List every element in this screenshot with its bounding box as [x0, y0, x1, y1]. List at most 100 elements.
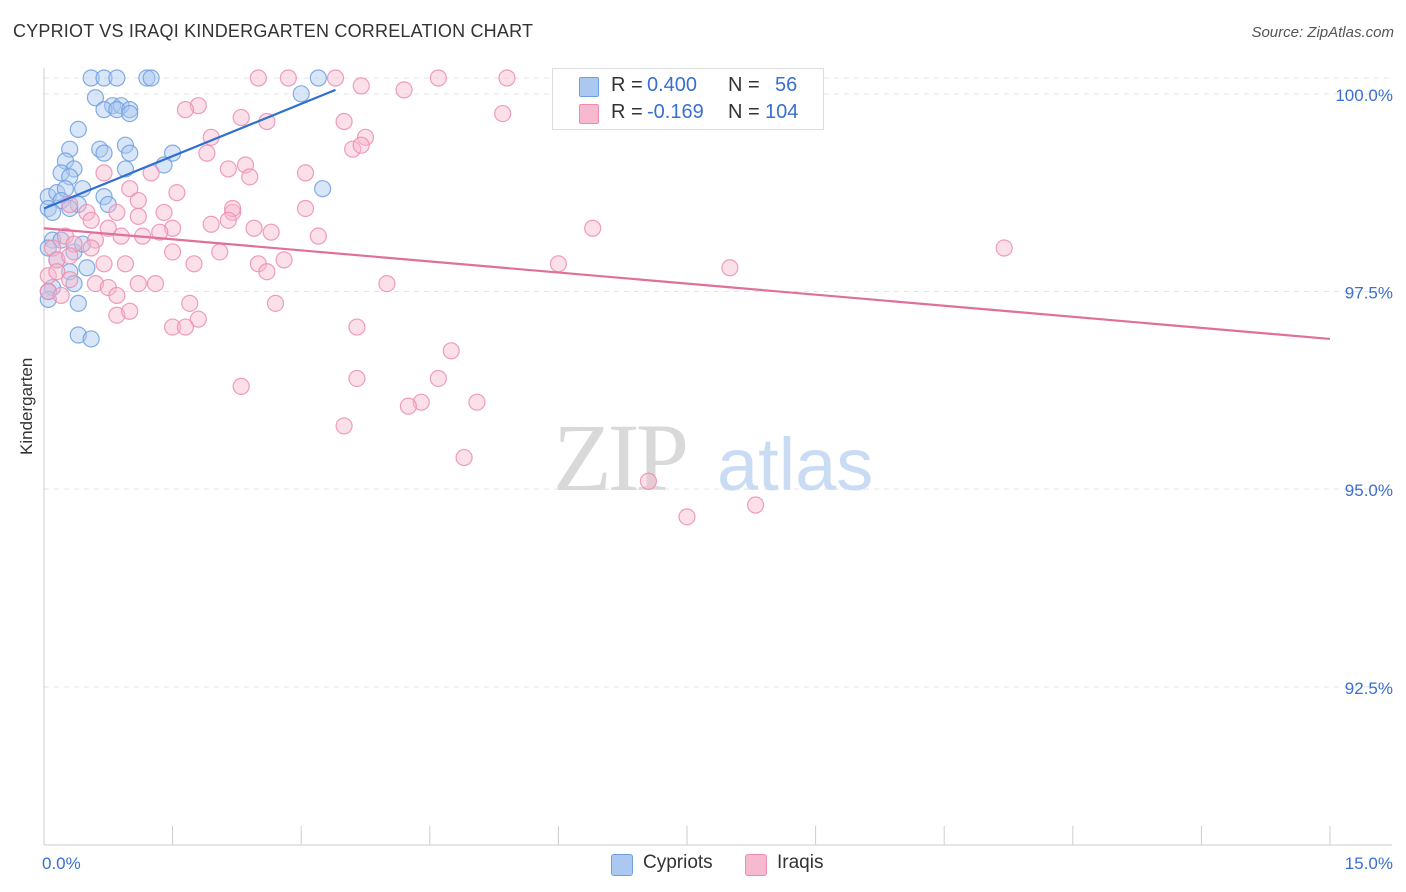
point-cypriots-38 — [61, 199, 79, 218]
point-iraqis-19 — [219, 160, 237, 178]
legend-r-label: R = — [611, 101, 643, 123]
point-iraqis-67 — [48, 263, 66, 281]
point-iraqis-62 — [258, 263, 276, 281]
bottom-legend-swatch-cypriots — [611, 854, 633, 876]
point-cypriots-27 — [39, 188, 57, 206]
point-iraqis-33 — [108, 203, 126, 222]
source-label: Source: ZipAtlas.com — [1251, 24, 1394, 41]
point-iraqis-84 — [348, 318, 366, 336]
point-iraqis-95 — [746, 496, 765, 514]
point-iraqis-41 — [584, 219, 602, 237]
point-iraqis-39 — [202, 215, 220, 233]
legend-n-label: N = — [728, 101, 760, 123]
point-iraqis-81 — [189, 310, 207, 328]
watermark-zip: ZIP — [553, 404, 686, 511]
point-cypriots-50 — [69, 294, 87, 312]
point-cypriots-31 — [95, 188, 113, 206]
point-iraqis-54 — [211, 243, 229, 261]
point-cypriots-4 — [142, 69, 160, 87]
point-iraqis-72 — [146, 274, 165, 293]
point-iraqis-60 — [185, 255, 203, 273]
point-cypriots-3 — [138, 69, 156, 87]
point-cypriots-52 — [69, 326, 87, 344]
point-cypriots-22 — [65, 160, 83, 178]
point-iraqis-64 — [549, 255, 568, 273]
point-cypriots-11 — [121, 101, 139, 119]
y-tick-label-0: 100.0% — [1335, 86, 1393, 105]
point-iraqis-36 — [82, 211, 100, 229]
point-iraqis-74 — [39, 282, 57, 301]
point-iraqis-2 — [326, 69, 345, 87]
point-iraqis-21 — [241, 168, 259, 186]
point-iraqis-58 — [95, 255, 113, 273]
point-iraqis-38 — [164, 219, 182, 237]
point-iraqis-55 — [995, 239, 1013, 257]
point-cypriots-21 — [121, 144, 139, 162]
point-cypriots-53 — [82, 330, 100, 348]
point-cypriots-9 — [95, 101, 113, 119]
point-iraqis-80 — [121, 302, 139, 320]
bottom-legend-label-iraqis: Iraqis — [777, 852, 824, 873]
point-iraqis-96 — [678, 508, 696, 526]
point-iraqis-59 — [116, 255, 135, 273]
y-tick-label-1: 97.5% — [1345, 283, 1393, 302]
point-cypriots-1 — [95, 69, 113, 87]
point-iraqis-9 — [176, 101, 195, 119]
point-iraqis-57 — [61, 247, 79, 265]
point-cypriots-10 — [108, 101, 126, 119]
legend-n-label: N = — [728, 74, 760, 96]
point-iraqis-49 — [309, 227, 327, 245]
point-iraqis-65 — [721, 259, 739, 277]
point-iraqis-0 — [249, 69, 267, 87]
point-iraqis-47 — [245, 219, 263, 237]
axes — [43, 68, 1392, 846]
point-iraqis-78 — [266, 294, 285, 312]
point-iraqis-48 — [262, 223, 280, 241]
watermark-atlas: atlas — [717, 423, 873, 506]
point-iraqis-35 — [155, 203, 173, 222]
legend-swatch-cypriots — [579, 77, 599, 97]
point-iraqis-15 — [356, 128, 375, 146]
point-iraqis-10 — [232, 108, 250, 127]
bottom-legend-label-cypriots: Cypriots — [643, 852, 713, 873]
point-iraqis-18 — [352, 136, 370, 154]
point-iraqis-24 — [95, 164, 113, 182]
point-iraqis-89 — [412, 393, 430, 411]
point-iraqis-8 — [189, 97, 207, 115]
point-cypriots-41 — [39, 239, 57, 257]
chart-title: CYPRIOT VS IRAQI KINDERGARTEN CORRELATIO… — [13, 21, 534, 41]
tick-labels: 100.0% 97.5% 95.0% 92.5% 0.0% 15.0% — [42, 86, 1393, 873]
point-iraqis-4 — [498, 69, 516, 87]
point-iraqis-77 — [181, 294, 199, 312]
point-cypriots-6 — [86, 89, 105, 107]
point-iraqis-28 — [224, 203, 242, 222]
point-iraqis-71 — [129, 274, 147, 293]
point-cypriots-13 — [292, 85, 310, 103]
point-iraqis-17 — [344, 140, 362, 158]
legend-n-value-cypriots: 56 — [775, 74, 798, 96]
point-iraqis-16 — [198, 144, 216, 162]
point-iraqis-82 — [164, 318, 182, 336]
point-cypriots-2 — [108, 69, 126, 87]
point-iraqis-32 — [78, 203, 96, 222]
point-cypriots-14 — [69, 120, 87, 138]
point-iraqis-6 — [352, 77, 370, 95]
point-iraqis-86 — [348, 369, 366, 388]
point-iraqis-25 — [121, 180, 139, 198]
point-iraqis-3 — [429, 69, 447, 87]
point-iraqis-22 — [296, 164, 315, 182]
point-iraqis-26 — [168, 184, 186, 202]
point-iraqis-75 — [52, 286, 70, 305]
point-iraqis-34 — [129, 207, 147, 225]
point-iraqis-93 — [455, 448, 473, 467]
legend-r-value-iraqis: -0.169 — [647, 101, 704, 123]
y-tick-label-2: 95.0% — [1345, 481, 1393, 500]
point-iraqis-83 — [176, 318, 195, 336]
point-cypriots-5 — [309, 69, 327, 87]
stats-legend: R = 0.400 N = 56 R = -0.169 N = 104 — [552, 68, 824, 130]
point-cypriots-23 — [52, 164, 70, 182]
point-cypriots-45 — [78, 259, 96, 277]
point-cypriots-12 — [121, 104, 139, 123]
point-iraqis-63 — [275, 251, 293, 269]
point-iraqis-40 — [219, 211, 237, 229]
